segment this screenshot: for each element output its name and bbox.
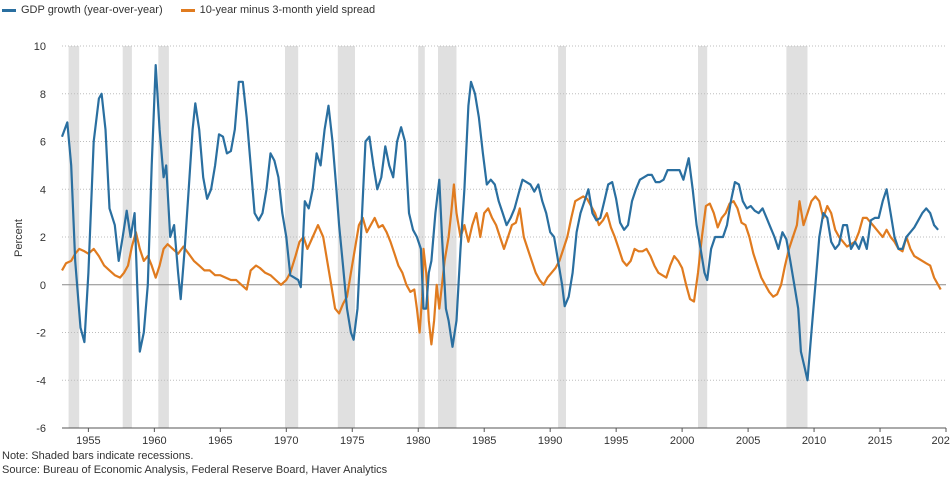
y-tick-label-10: 10 xyxy=(34,41,46,53)
series-line-gdp-growth xyxy=(60,63,939,382)
recession-bar-3 xyxy=(285,46,299,428)
x-tick-label-1960: 1960 xyxy=(142,435,166,447)
recession-bar-5 xyxy=(418,46,425,428)
y-axis-label: Percent xyxy=(13,219,25,257)
legend-item-gdp: GDP growth (year-over-year) xyxy=(2,4,163,16)
recession-bars xyxy=(68,46,808,428)
note-recessions: Note: Shaded bars indicate recessions. xyxy=(2,450,194,462)
note-source: Source: Bureau of Economic Analysis, Fed… xyxy=(2,464,388,476)
x-tick-label-2000: 2000 xyxy=(670,435,694,447)
x-tick-label-1955: 1955 xyxy=(76,435,100,447)
x-tick-label-1970: 1970 xyxy=(274,435,298,447)
legend-label-gdp: GDP growth (year-over-year) xyxy=(21,4,163,16)
y-tick-label--2: -2 xyxy=(36,328,46,340)
x-tick-label-2015: 2015 xyxy=(868,435,892,447)
legend-label-spread: 10-year minus 3-month yield spread xyxy=(199,4,376,16)
legend: GDP growth (year-over-year) 10-year minu… xyxy=(2,4,375,16)
y-tick-label-2: 2 xyxy=(40,232,46,244)
recession-bar-2 xyxy=(158,46,169,428)
legend-swatch-spread xyxy=(180,8,195,12)
series-line-yield-spread xyxy=(61,183,942,346)
y-tick-label-0: 0 xyxy=(40,280,46,292)
axes: -6 -4 -2 0 2 4 6 8 10 1955 1960 1965 1970 1975 1980 198… xyxy=(34,41,950,447)
x-tick-label-1965: 1965 xyxy=(208,435,232,447)
series-lines xyxy=(60,63,942,382)
x-tick-label-1995: 1995 xyxy=(604,435,628,447)
recession-bar-7 xyxy=(558,46,566,428)
legend-item-spread: 10-year minus 3-month yield spread xyxy=(180,4,376,16)
y-tick-label--4: -4 xyxy=(36,375,46,387)
recession-bar-6 xyxy=(438,46,457,428)
x-tick-label-1990: 1990 xyxy=(538,435,562,447)
x-tick-label-2005: 2005 xyxy=(736,435,760,447)
x-tick-label-1980: 1980 xyxy=(406,435,430,447)
y-tick-label--6: -6 xyxy=(36,423,46,435)
legend-swatch-gdp xyxy=(2,8,16,12)
x-tick-label-1985: 1985 xyxy=(472,435,496,447)
y-tick-label-6: 6 xyxy=(40,137,46,149)
x-tick-label-2020: 2020 xyxy=(932,435,950,447)
recession-bar-1 xyxy=(122,46,132,428)
y-tick-label-4: 4 xyxy=(40,184,46,196)
x-tick-label-1975: 1975 xyxy=(340,435,364,447)
x-tick-label-2010: 2010 xyxy=(802,435,826,447)
chart-notes: Note: Shaded bars indicate recessions. S… xyxy=(2,449,387,477)
gridlines xyxy=(62,45,946,429)
y-tick-label-8: 8 xyxy=(40,89,46,101)
